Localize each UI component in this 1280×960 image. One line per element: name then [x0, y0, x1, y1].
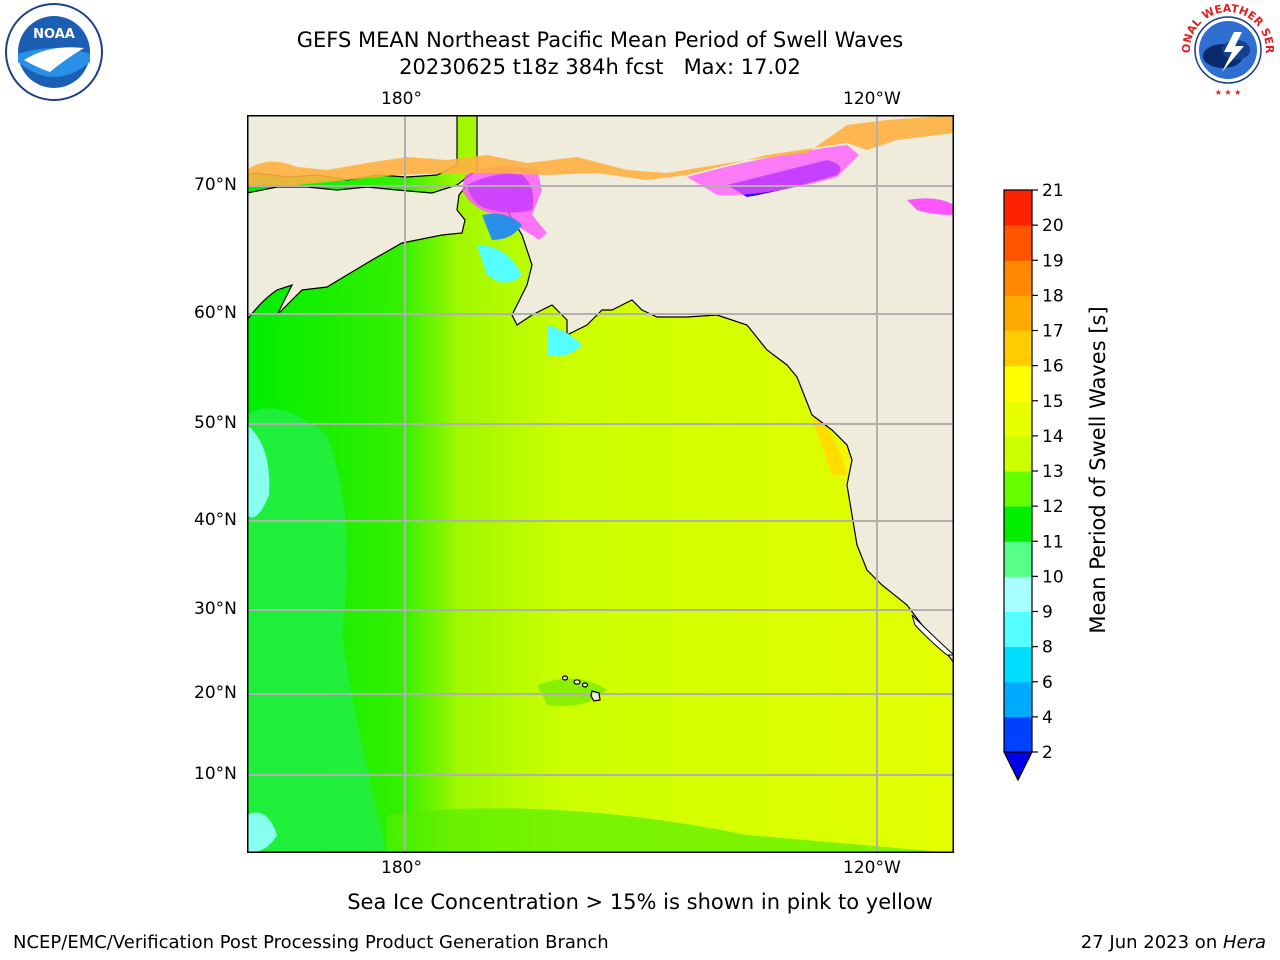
- sea-ice-arctic-orange: [247, 115, 954, 187]
- colorbar-segment: [1004, 681, 1032, 718]
- lat-tick-60n: 60°N: [194, 303, 237, 323]
- colorbar-tick-label: 21: [1042, 181, 1064, 201]
- colorbar-segment: [1004, 225, 1032, 261]
- sea-ice-east-pink: [907, 198, 954, 215]
- colorbar-segment: [1004, 400, 1032, 437]
- baja-peninsula: [911, 614, 954, 656]
- hawaiian-islands: [561, 675, 601, 702]
- colorbar-extend-arrow: [1003, 751, 1033, 782]
- map-title: GEFS MEAN Northeast Pacific Mean Period …: [296, 28, 904, 52]
- sea-ice-beaufort-edge: [687, 145, 859, 196]
- colorbar-segment: [1004, 506, 1032, 542]
- svg-text:★ ★ ★: ★ ★ ★: [1215, 88, 1242, 97]
- colorbar-tick-label: 10: [1042, 567, 1064, 587]
- credit-date: 27 Jun 2023 on Hera: [1081, 932, 1266, 953]
- top-tick-120w: 120°W: [843, 89, 901, 109]
- colorbar-tick-label: 14: [1042, 427, 1064, 447]
- colorbar-segment: [1004, 541, 1032, 577]
- colorbar-tick-label: 20: [1042, 216, 1064, 236]
- colorbar-tick-label: 19: [1042, 251, 1064, 271]
- colorbar-segment: [1004, 611, 1032, 648]
- nws-logo: NATIONAL WEATHER SERVICE ★ ★ ★: [1178, 0, 1276, 97]
- colorbar-segment: [1004, 716, 1032, 753]
- low-period-band: [247, 408, 387, 853]
- colorbar-tick-label: 8: [1042, 638, 1053, 658]
- swell-period-map: [247, 115, 954, 853]
- cyan-patch-west: [247, 425, 270, 518]
- sea-ice-bristol: [547, 325, 582, 357]
- lat-tick-30n: 30°N: [194, 599, 237, 619]
- colorbar-tick-label: 16: [1042, 357, 1064, 377]
- orange-coastal-patch: [812, 415, 847, 475]
- sea-ice-bering-cyan: [477, 245, 522, 283]
- lat-tick-10n: 10°N: [194, 764, 237, 784]
- lat-tick-70n: 70°N: [194, 175, 237, 195]
- colorbar-tick-label: 13: [1042, 462, 1064, 482]
- colorbar-tick-label: 4: [1042, 708, 1053, 728]
- hawaii-patch: [537, 678, 607, 706]
- graticule: [247, 115, 954, 853]
- credit-host: Hera: [1222, 932, 1266, 953]
- bottom-tick-120w: 120°W: [843, 858, 901, 878]
- colorbar-segment: [1004, 435, 1032, 472]
- colorbar-tick-label: 11: [1042, 532, 1064, 552]
- colorbar-tick-label: 18: [1042, 286, 1064, 306]
- colorbar-segment: [1004, 576, 1032, 612]
- colorbar-tick-label: 6: [1042, 673, 1053, 693]
- colorbar-segment: [1004, 295, 1032, 331]
- colorbar-label: Mean Period of Swell Waves [s]: [1086, 306, 1110, 634]
- map-subtitle: 20230625 t18z 384h fcst Max: 17.02: [399, 55, 801, 79]
- lat-tick-50n: 50°N: [194, 413, 237, 433]
- noaa-logo: NOAA: [5, 3, 103, 101]
- colorbar-segment: [1004, 471, 1032, 507]
- lat-tick-40n: 40°N: [194, 510, 237, 530]
- colorbar-tick-label: 2: [1042, 743, 1053, 763]
- svg-text:NOAA: NOAA: [33, 27, 75, 42]
- credit-date-text: 27 Jun 2023 on: [1080, 932, 1223, 953]
- colorbar: 2 4 6 8 9 10 11 12 13 14 15 16 17 18 19 20 21: [1003, 181, 1064, 782]
- colorbar-segment: [1004, 365, 1032, 402]
- green-south-band: [387, 808, 954, 853]
- colorbar-segment: [1004, 330, 1032, 367]
- sea-ice-bering: [482, 213, 522, 240]
- colorbar-tick-label: 9: [1042, 603, 1053, 623]
- colorbar-tick-label: 15: [1042, 392, 1064, 412]
- cyan-patch-southwest: [247, 812, 277, 853]
- credit-branch: NCEP/EMC/Verification Post Processing Pr…: [13, 932, 609, 953]
- lat-tick-20n: 20°N: [194, 683, 237, 703]
- sea-ice-note: Sea Ice Concentration > 15% is shown in …: [347, 890, 933, 914]
- colorbar-segment: [1004, 260, 1032, 296]
- sea-ice-chukchi-edge: [462, 166, 547, 240]
- colorbar-segment: [1004, 190, 1032, 226]
- colorbar-tick-label: 17: [1042, 322, 1064, 342]
- colorbar-tick-label: 12: [1042, 497, 1064, 517]
- bottom-tick-180: 180°: [381, 858, 422, 878]
- colorbar-segment: [1004, 646, 1032, 683]
- top-tick-180: 180°: [381, 89, 422, 109]
